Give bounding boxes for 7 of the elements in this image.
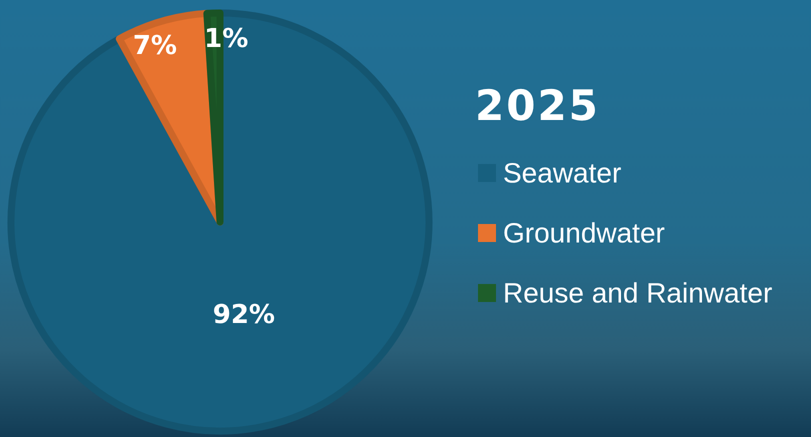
data-label: 1% <box>204 24 248 54</box>
legend-label: Reuse and Rainwater <box>503 278 772 308</box>
data-label: 92% <box>212 300 275 330</box>
legend-label: Seawater <box>503 158 622 188</box>
data-label: 7% <box>132 31 177 62</box>
text: 2025 <box>475 81 600 130</box>
legend-label: Groundwater <box>503 218 665 248</box>
